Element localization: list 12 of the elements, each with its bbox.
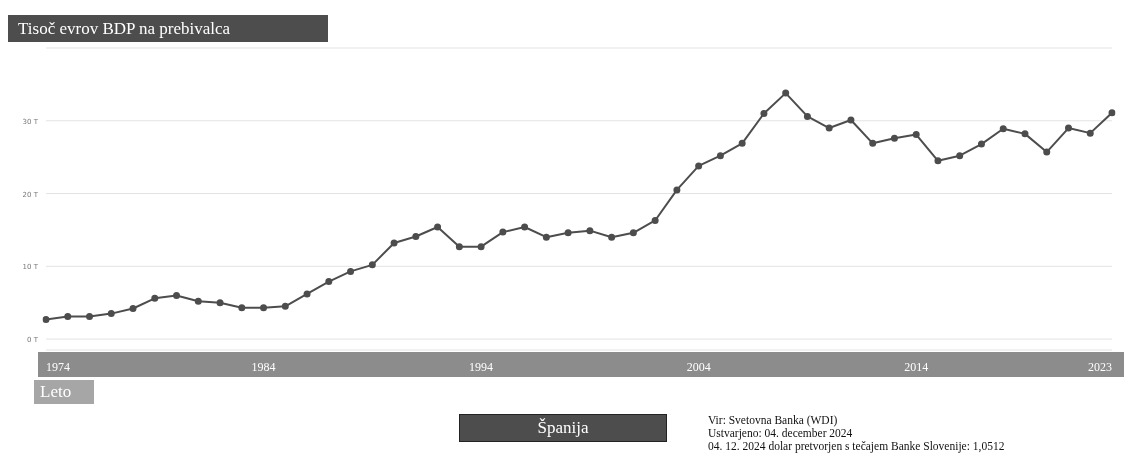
- text: Ustvarjeno: 04. december 2024: [708, 427, 854, 440]
- chart-title: Tisoč evrov BDP na prebivalca: [8, 15, 328, 42]
- x-axis-title: Leto: [34, 380, 94, 404]
- x-tick-label: 2014: [904, 360, 929, 374]
- text: Vir: Svetovna Banka (WDI): [708, 414, 839, 427]
- x-tick-label: 1994: [469, 360, 494, 374]
- x-tick-label: 2004: [686, 360, 711, 374]
- x-tick-label: 2023: [1088, 360, 1112, 374]
- text: Španija: [459, 414, 667, 442]
- x-tick-label: 1984: [251, 360, 276, 374]
- text: 04. 12. 2024 dolar pretvorjen s tečajem Banke Slovenije: 1,0512: [708, 440, 1005, 453]
- x-tick-label: 1974: [46, 360, 70, 374]
